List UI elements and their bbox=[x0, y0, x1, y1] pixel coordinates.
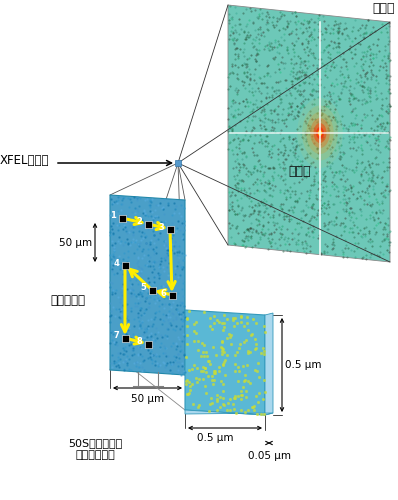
Bar bbox=[121, 262, 129, 268]
Ellipse shape bbox=[318, 130, 322, 136]
Polygon shape bbox=[110, 195, 185, 375]
Text: 7: 7 bbox=[113, 332, 119, 340]
Bar bbox=[119, 214, 125, 222]
Ellipse shape bbox=[316, 127, 324, 139]
Text: 6: 6 bbox=[160, 288, 166, 298]
Ellipse shape bbox=[302, 106, 338, 160]
Bar bbox=[144, 340, 152, 347]
Ellipse shape bbox=[306, 112, 334, 154]
Text: 5: 5 bbox=[140, 284, 146, 292]
Polygon shape bbox=[265, 313, 273, 415]
Ellipse shape bbox=[310, 118, 330, 148]
Text: XFELパルス: XFELパルス bbox=[0, 154, 49, 168]
Ellipse shape bbox=[297, 98, 343, 168]
Text: 50 μm: 50 μm bbox=[59, 238, 92, 248]
Text: 0.5 μm: 0.5 μm bbox=[285, 360, 322, 370]
Text: 氷包埋試料: 氷包埋試料 bbox=[51, 294, 86, 306]
Text: 50 μm: 50 μm bbox=[131, 394, 164, 404]
Bar bbox=[148, 286, 156, 294]
Polygon shape bbox=[185, 310, 265, 415]
Text: 1: 1 bbox=[110, 212, 116, 220]
Polygon shape bbox=[185, 410, 273, 415]
Text: 2: 2 bbox=[136, 218, 142, 226]
Text: 干渉縞: 干渉縞 bbox=[289, 165, 311, 178]
Bar bbox=[166, 226, 174, 232]
Bar bbox=[144, 220, 152, 228]
Text: 0.05 μm: 0.05 μm bbox=[248, 451, 291, 461]
Polygon shape bbox=[228, 5, 390, 262]
Bar bbox=[121, 334, 129, 342]
Bar bbox=[168, 292, 176, 298]
Text: 検出器: 検出器 bbox=[373, 2, 395, 15]
Text: 3: 3 bbox=[158, 222, 164, 232]
Ellipse shape bbox=[314, 123, 326, 143]
Text: 0.5 μm: 0.5 μm bbox=[197, 433, 233, 443]
Text: 8: 8 bbox=[136, 338, 142, 346]
Text: 50Sリボゾーム
サブユニット: 50Sリボゾーム サブユニット bbox=[68, 438, 122, 460]
Text: 4: 4 bbox=[113, 258, 119, 268]
